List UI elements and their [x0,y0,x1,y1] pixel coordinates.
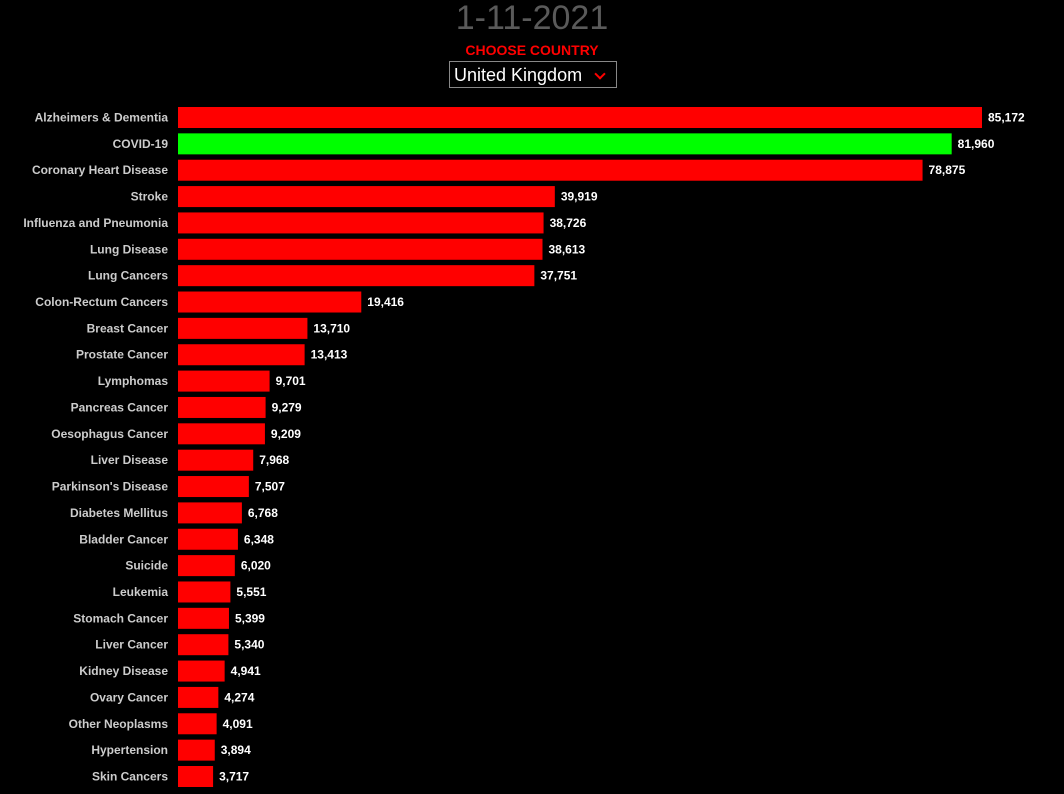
bar [178,634,229,656]
bar [178,581,231,603]
category-label: Pancreas Cancer [71,400,169,414]
bar [178,423,265,445]
bar [178,555,235,577]
bar [178,370,270,392]
bar [178,502,242,524]
bar [178,344,305,366]
category-label: Ovary Cancer [90,690,168,704]
category-label: Influenza and Pneumonia [23,216,168,230]
country-select-value: United Kingdom [454,65,583,85]
category-label: Suicide [125,559,168,573]
category-label: Alzheimers & Dementia [35,111,169,125]
value-label: 39,919 [561,190,598,204]
choose-country-label: CHOOSE COUNTRY [465,42,599,58]
value-label: 13,710 [313,321,350,335]
value-label: 6,020 [241,559,271,573]
bar [178,686,219,708]
category-label: Bladder Cancer [79,532,168,546]
category-label: Prostate Cancer [76,348,168,362]
category-label: Stomach Cancer [73,611,168,625]
category-label: Parkinson's Disease [52,480,169,494]
value-label: 5,399 [235,611,265,625]
category-label: Leukemia [113,585,169,599]
value-label: 37,751 [540,269,577,283]
category-label: Liver Disease [91,453,169,467]
category-label: Other Neoplasms [69,717,169,731]
value-label: 6,768 [248,506,278,520]
value-label: 78,875 [929,163,966,177]
value-label: 4,091 [223,717,253,731]
value-label: 5,551 [236,585,266,599]
bar [178,212,544,234]
bar [178,766,214,787]
value-label: 9,701 [276,374,306,388]
bar [178,476,249,498]
bar [178,159,923,181]
date-title: 1-11-2021 [455,0,609,37]
bar [178,607,229,629]
value-label: 5,340 [234,638,264,652]
value-label: 7,507 [255,480,285,494]
bar [178,133,952,155]
value-label: 38,613 [548,242,585,256]
category-label: Breast Cancer [87,321,169,335]
country-select[interactable]: United Kingdom [449,61,617,88]
category-label: Lung Cancers [88,269,168,283]
value-label: 6,348 [244,532,274,546]
category-label: Coronary Heart Disease [32,163,168,177]
bar [178,107,982,128]
category-label: Skin Cancers [92,770,168,784]
bar [178,186,555,208]
category-label: Hypertension [91,743,168,757]
category-label: Lymphomas [98,374,169,388]
value-label: 4,274 [224,690,254,704]
category-label: COVID-19 [113,137,169,151]
value-label: 19,416 [367,295,404,309]
value-label: 13,413 [311,348,348,362]
value-label: 9,209 [271,427,301,441]
category-label: Liver Cancer [95,638,168,652]
bar [178,660,225,682]
bar [178,317,308,339]
category-label: Kidney Disease [79,664,168,678]
bar [178,713,217,735]
bar [178,396,266,418]
bar [178,291,362,313]
bar [178,265,535,287]
category-label: Lung Disease [90,242,168,256]
bar [178,238,543,260]
value-label: 4,941 [231,664,261,678]
value-label: 85,172 [988,111,1025,125]
value-label: 3,717 [219,770,249,784]
bar [178,449,254,471]
value-label: 3,894 [221,743,251,757]
category-label: Diabetes Mellitus [70,506,168,520]
value-label: 9,279 [272,400,302,414]
category-label: Stroke [131,190,169,204]
value-label: 38,726 [550,216,587,230]
value-label: 81,960 [958,137,995,151]
bar [178,739,215,761]
value-label: 7,968 [259,453,289,467]
category-label: Oesophagus Cancer [51,427,168,441]
category-label: Colon-Rectum Cancers [35,295,168,309]
bar [178,528,238,550]
